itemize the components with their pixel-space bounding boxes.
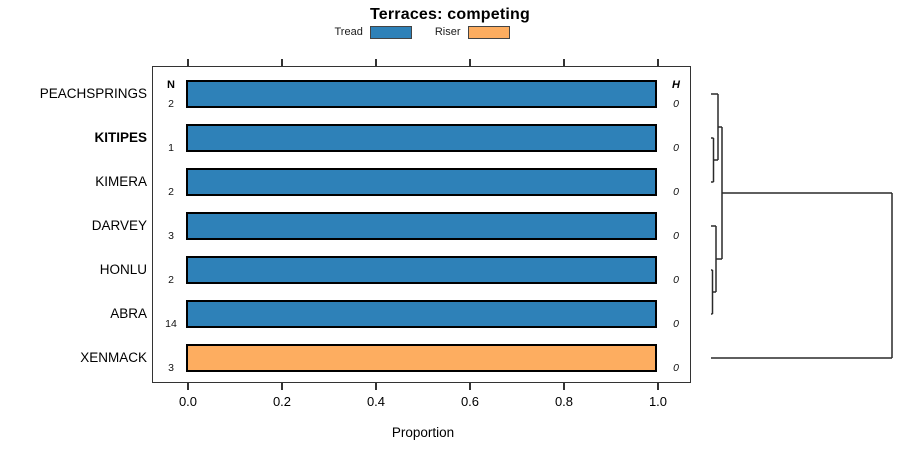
y-axis-label-abra: ABRA <box>110 306 147 321</box>
x-axis-tick-bottom <box>657 383 659 390</box>
n-count-value: 3 <box>168 362 174 374</box>
bar-darvey-tread <box>186 212 657 240</box>
x-axis-tick-bottom <box>375 383 377 390</box>
legend-swatch-tread <box>369 25 412 39</box>
h-value: 0 <box>673 98 679 110</box>
x-axis-tick-label: 0.0 <box>178 394 198 409</box>
x-axis-tick-bottom <box>469 383 471 390</box>
h-value: 0 <box>673 318 679 330</box>
x-axis-tick-top <box>281 59 283 66</box>
h-value: 0 <box>673 362 679 374</box>
h-value: 0 <box>673 186 679 198</box>
n-count-value: 2 <box>168 186 174 198</box>
bar-xenmack-riser <box>186 344 657 372</box>
chart-title: Terraces: competing <box>370 6 530 23</box>
y-axis-label-peachsprings: PEACHSPRINGS <box>39 86 147 101</box>
x-axis-tick-top <box>563 59 565 66</box>
y-axis-label-darvey: DARVEY <box>91 218 147 233</box>
n-count-value: 2 <box>168 98 174 110</box>
x-axis-tick-top <box>657 59 659 66</box>
x-axis-tick-bottom <box>187 383 189 390</box>
y-axis-label-kitipes: KITIPES <box>94 130 147 145</box>
y-axis-label-kimera: KIMERA <box>95 174 147 189</box>
legend-item-riser: Riser <box>434 25 510 39</box>
plot-box <box>152 66 691 383</box>
x-axis-tick-top <box>187 59 189 66</box>
legend-label: Tread <box>334 26 363 38</box>
n-count-value: 2 <box>168 274 174 286</box>
n-count-value: 3 <box>168 230 174 242</box>
x-axis-tick-bottom <box>281 383 283 390</box>
bar-kimera-tread <box>186 168 657 196</box>
legend-item-tread: Tread <box>334 25 412 39</box>
legend-label: Riser <box>434 26 461 38</box>
h-value: 0 <box>673 142 679 154</box>
x-axis-tick-label: 1.0 <box>648 394 668 409</box>
x-axis-tick-label: 0.8 <box>554 394 574 409</box>
h-value: 0 <box>673 230 679 242</box>
n-column-header: N <box>167 79 175 91</box>
n-count-value: 1 <box>168 142 174 154</box>
h-value: 0 <box>673 274 679 286</box>
x-axis-tick-top <box>375 59 377 66</box>
x-axis-tick-label: 0.2 <box>272 394 292 409</box>
y-axis-label-xenmack: XENMACK <box>80 350 147 365</box>
n-count-value: 14 <box>165 318 177 330</box>
y-axis-label-honlu: HONLU <box>99 262 147 277</box>
x-axis-tick-top <box>469 59 471 66</box>
legend: Tread Riser <box>152 24 692 40</box>
bar-abra-tread <box>186 300 657 328</box>
x-axis-title: Proportion <box>391 425 455 440</box>
legend-swatch-riser <box>467 25 510 39</box>
x-axis-tick-label: 0.4 <box>366 394 386 409</box>
bar-honlu-tread <box>186 256 657 284</box>
bar-peachsprings-tread <box>186 80 657 108</box>
x-axis-tick-bottom <box>563 383 565 390</box>
h-column-header: H <box>672 79 680 91</box>
bar-kitipes-tread <box>186 124 657 152</box>
x-axis-tick-label: 0.6 <box>460 394 480 409</box>
